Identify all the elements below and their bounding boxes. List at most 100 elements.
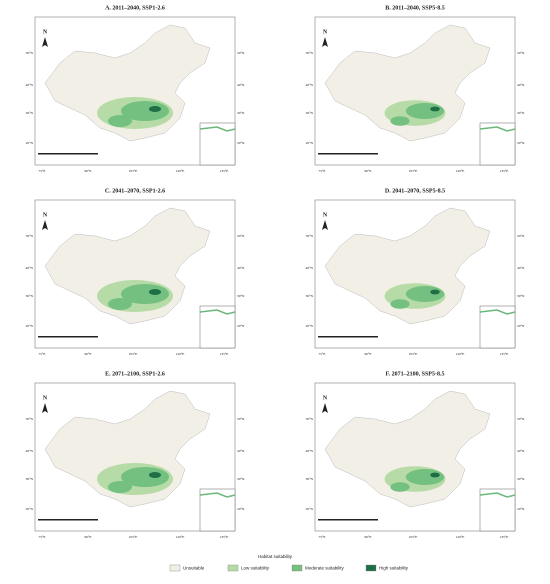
lat-label: 20°N	[517, 507, 525, 511]
map-panel: A. 2011–2040, SSP1-2.6 N 75°E 90°E 105°E 120°…	[26, 5, 245, 172]
lat-label: 30°N	[26, 111, 34, 115]
scale-bar	[38, 153, 98, 155]
lat-label: 30°N	[517, 111, 525, 115]
lat-label: 50°N	[26, 417, 34, 421]
suitability-moderate	[108, 115, 132, 127]
north-label: N	[43, 395, 48, 401]
lon-label: 105°E	[409, 169, 418, 173]
lat-label: 40°N	[517, 83, 525, 87]
inset-coast	[479, 309, 516, 315]
inset-frame	[479, 488, 516, 532]
legend-label: High suitability	[379, 566, 409, 571]
inset-coast	[199, 492, 236, 498]
lat-label: 40°N	[517, 266, 525, 270]
lon-label: 120°E	[176, 352, 185, 356]
inset-frame	[479, 305, 516, 349]
suitability-high	[149, 289, 161, 295]
lon-label: 90°E	[364, 169, 371, 173]
lon-label: 135°E	[220, 352, 229, 356]
legend-label: Unsuitable	[183, 566, 205, 571]
lat-label: 50°N	[517, 417, 525, 421]
lon-label: 120°E	[176, 535, 185, 539]
lat-label: 50°N	[237, 417, 245, 421]
panel-title: E. 2071–2100, SSP1-2.6	[105, 371, 165, 377]
lat-label: 20°N	[237, 324, 245, 328]
lat-label: 40°N	[306, 83, 314, 87]
lat-label: 50°N	[517, 234, 525, 238]
suitability-high	[430, 472, 440, 478]
lat-label: 30°N	[306, 477, 314, 481]
legend-swatch	[227, 564, 239, 572]
panel-title: C. 2041–2070, SSP1-2.6	[105, 188, 165, 194]
suitability-moderate	[390, 482, 410, 492]
lon-label: 120°E	[456, 169, 465, 173]
lat-label: 40°N	[306, 266, 314, 270]
lat-label: 50°N	[306, 51, 314, 55]
lon-label: 90°E	[364, 352, 371, 356]
inset-coast	[199, 126, 236, 132]
suitability-moderate	[390, 299, 410, 309]
lat-label: 20°N	[26, 324, 34, 328]
north-arrow	[322, 37, 328, 47]
legend-swatch	[291, 564, 303, 572]
panel-title: B. 2011–2040, SSP5-8.5	[385, 5, 445, 11]
lat-label: 50°N	[26, 51, 34, 55]
lat-label: 20°N	[306, 324, 314, 328]
lat-label: 30°N	[517, 477, 525, 481]
suitability-moderate	[405, 103, 445, 119]
inset-frame	[199, 488, 236, 532]
inset-frame	[199, 305, 236, 349]
scale-bar	[38, 336, 98, 338]
lat-label: 40°N	[26, 449, 34, 453]
lat-label: 40°N	[26, 83, 34, 87]
inset-coast	[479, 126, 516, 132]
lat-label: 40°N	[237, 266, 245, 270]
map-panel: E. 2071–2100, SSP1-2.6 N 75°E 90°E 105°E 120°…	[26, 371, 245, 538]
lat-label: 20°N	[306, 141, 314, 145]
scale-bar	[318, 336, 378, 338]
suitability-high	[149, 106, 161, 112]
inset-frame	[199, 122, 236, 166]
suitability-moderate	[390, 116, 410, 126]
lat-label: 40°N	[306, 449, 314, 453]
lat-label: 30°N	[306, 111, 314, 115]
lat-label: 20°N	[237, 141, 245, 145]
lat-label: 30°N	[26, 294, 34, 298]
map-panel: F. 2071–2100, SSP5-8.5 N 75°E 90°E 105°E 120°…	[306, 371, 525, 538]
suitability-moderate	[405, 286, 445, 302]
lat-label: 50°N	[237, 51, 245, 55]
north-arrow	[42, 37, 48, 47]
suitability-moderate	[108, 481, 132, 493]
north-label: N	[43, 29, 48, 35]
suitability-high	[149, 472, 161, 478]
lon-label: 135°E	[220, 535, 229, 539]
panel-title: D. 2041–2070, SSP5-8.5	[385, 188, 445, 194]
north-arrow	[42, 220, 48, 230]
lon-label: 105°E	[129, 352, 138, 356]
lat-label: 50°N	[306, 417, 314, 421]
map-panel: C. 2041–2070, SSP1-2.6 N 75°E 90°E 105°E 120°…	[26, 188, 245, 355]
lon-label: 75°E	[318, 169, 325, 173]
lat-label: 30°N	[517, 294, 525, 298]
north-label: N	[323, 395, 328, 401]
country-shape	[324, 24, 491, 142]
lon-label: 105°E	[409, 352, 418, 356]
lon-label: 135°E	[500, 169, 509, 173]
country-shape	[324, 390, 491, 508]
suitability-moderate	[108, 298, 132, 310]
lat-label: 40°N	[237, 83, 245, 87]
north-arrow	[42, 403, 48, 413]
scale-bar	[38, 519, 98, 521]
north-arrow	[322, 220, 328, 230]
lat-label: 30°N	[26, 477, 34, 481]
lon-label: 90°E	[364, 535, 371, 539]
map-panel: B. 2011–2040, SSP5-8.5 N 75°E 90°E 105°E 120°…	[306, 5, 525, 172]
legend-swatch	[169, 564, 181, 572]
lon-label: 75°E	[318, 535, 325, 539]
lat-label: 40°N	[517, 449, 525, 453]
map-panel: D. 2041–2070, SSP5-8.5 N 75°E 90°E 105°E 120°…	[306, 188, 525, 355]
lon-label: 75°E	[38, 169, 45, 173]
lat-label: 50°N	[237, 234, 245, 238]
lat-label: 30°N	[237, 111, 245, 115]
